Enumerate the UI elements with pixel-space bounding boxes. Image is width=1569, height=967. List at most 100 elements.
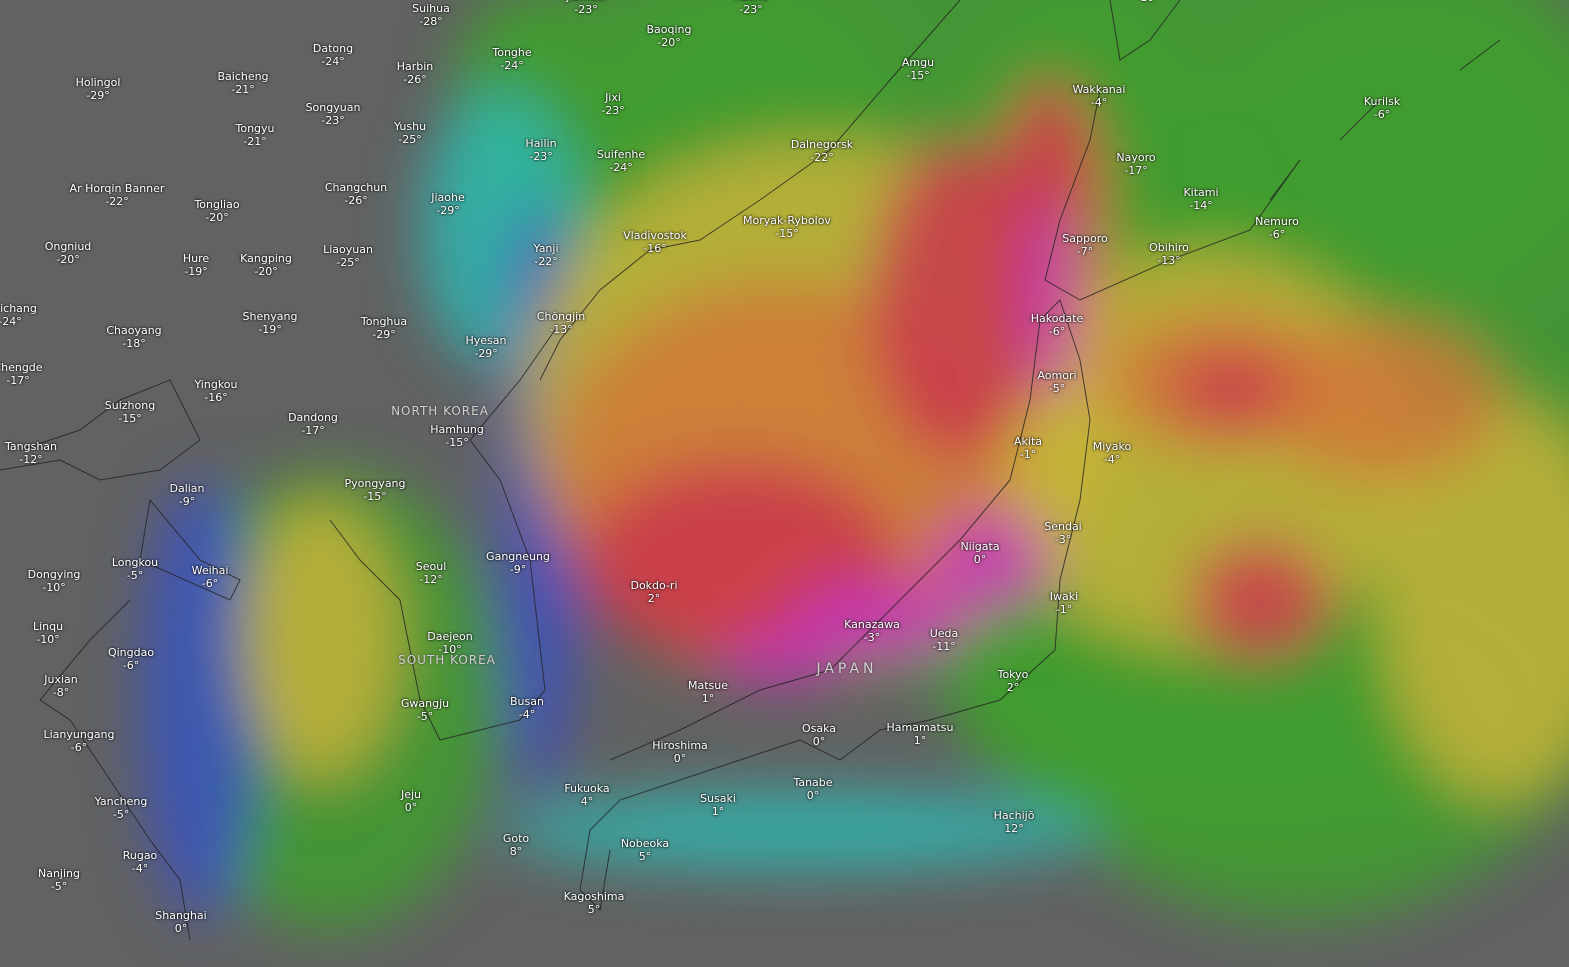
city-label[interactable]: Goto 8° <box>503 832 529 858</box>
city-label[interactable]: Shenyang -19° <box>243 310 298 336</box>
city-label[interactable]: Akita -1° <box>1014 435 1042 461</box>
city-name: Kagoshima <box>563 890 625 904</box>
city-label[interactable]: Obihiro -13° <box>1149 241 1189 267</box>
city-label[interactable]: Baicheng -21° <box>217 70 268 96</box>
city-label[interactable]: Hamhung -15° <box>430 423 484 449</box>
city-label[interactable]: Chengde-17° <box>0 361 43 387</box>
city-label[interactable]: Dalian -9° <box>169 482 204 508</box>
city-label[interactable]: Jiaohe -29° <box>431 191 465 217</box>
city-label[interactable]: Juxian -8° <box>44 673 78 699</box>
city-temperature: -17° <box>301 424 325 438</box>
city-label[interactable]: Tonghe -24° <box>492 46 531 72</box>
city-label[interactable]: Busan -4° <box>510 695 544 721</box>
city-label[interactable]: Tangshan -12° <box>5 440 57 466</box>
city-label[interactable]: Ueda -11° <box>930 627 959 653</box>
city-label[interactable]: Pyongyang -15° <box>344 477 405 503</box>
city-label[interactable]: Raohe-23° <box>734 0 769 16</box>
city-label[interactable]: Weichang-24° <box>0 302 37 328</box>
city-label[interactable]: Dalnegorsk -22° <box>791 138 853 164</box>
city-label[interactable]: Jeju 0° <box>401 788 421 814</box>
city-name: Aomori <box>1037 369 1077 383</box>
city-label[interactable]: Dandong -17° <box>288 411 338 437</box>
city-label[interactable]: Seoul -12° <box>416 560 447 586</box>
city-label[interactable]: Tongliao -20° <box>194 198 239 224</box>
city-label[interactable]: Weihai -6° <box>192 564 229 590</box>
city-label[interactable]: Sendai -3° <box>1044 520 1082 546</box>
city-label[interactable]: Osaka 0° <box>802 722 836 748</box>
city-name: Datong <box>312 42 354 56</box>
city-name: Wakkanai <box>1072 83 1126 97</box>
city-label[interactable]: Baoqing -20° <box>646 23 691 49</box>
city-label[interactable]: Ar Horqin Banner -22° <box>70 182 165 208</box>
city-label[interactable]: Gwangju -5° <box>401 697 449 723</box>
city-label[interactable]: Yushu -25° <box>394 120 426 146</box>
city-label[interactable]: Kitami -14° <box>1183 186 1218 212</box>
city-label[interactable]: Lianyungang -6° <box>43 728 114 754</box>
city-label[interactable]: Susaki 1° <box>700 792 736 818</box>
city-label[interactable]: Gangneung -9° <box>486 550 550 576</box>
city-label[interactable]: Amgu -15° <box>902 56 934 82</box>
city-name: Susaki <box>700 792 736 806</box>
city-label[interactable]: Daejeon -10° <box>427 630 473 656</box>
city-label[interactable]: Chaoyang -18° <box>106 324 161 350</box>
city-label[interactable]: Moryak-Rybolov -15° <box>743 214 831 240</box>
city-label[interactable]: Tonghua -29° <box>361 315 407 341</box>
city-label[interactable]: Dongying -10° <box>28 568 81 594</box>
city-label[interactable]: Hyesan -29° <box>466 334 507 360</box>
city-label[interactable]: Shanghai 0° <box>155 909 206 935</box>
city-label[interactable]: Nobeoka 5° <box>621 837 669 863</box>
city-label[interactable]: Wakkanai -4° <box>1073 83 1126 109</box>
city-label[interactable]: Kurilsk -6° <box>1364 95 1400 121</box>
city-label[interactable]: Yancheng -5° <box>95 795 148 821</box>
city-label[interactable]: Vladivostok -16° <box>623 229 687 255</box>
city-label[interactable]: Tongyu -21° <box>235 122 274 148</box>
city-label[interactable]: Chŏngjin -13° <box>537 310 585 336</box>
city-label[interactable]: Nemuro -6° <box>1255 215 1299 241</box>
city-label[interactable]: Rugao -4° <box>123 849 158 875</box>
city-label[interactable]: Datong -24° <box>313 42 353 68</box>
city-label[interactable]: Fukuoka 4° <box>564 782 609 808</box>
city-label[interactable]: Dokdo-ri 2° <box>630 579 677 605</box>
city-label[interactable]: Nanjing -5° <box>38 867 80 893</box>
city-label[interactable]: Suifenhe -24° <box>597 148 645 174</box>
city-temperature: 4° <box>580 795 594 809</box>
city-label[interactable]: Holingol -29° <box>76 76 121 102</box>
city-label[interactable]: Kanazawa -3° <box>844 618 900 644</box>
city-label[interactable]: Nayoro -17° <box>1116 151 1155 177</box>
city-label[interactable]: Iwaki -1° <box>1050 590 1078 616</box>
city-label[interactable]: Aomori -5° <box>1037 369 1076 395</box>
city-label[interactable]: Linqu -10° <box>33 620 63 646</box>
city-label[interactable]: Jiamusi-23° <box>566 0 606 16</box>
city-label[interactable]: Hakodate -6° <box>1031 312 1084 338</box>
city-label[interactable]: Hure -19° <box>183 252 209 278</box>
city-label[interactable]: Hamamatsu 1° <box>887 721 954 747</box>
city-name: Harbin <box>396 60 434 74</box>
city-label[interactable]: -10° <box>1136 0 1159 4</box>
city-label[interactable]: Kangping -20° <box>240 252 292 278</box>
city-label[interactable]: Jixi -23° <box>601 91 624 117</box>
city-label[interactable]: Tokyo 2° <box>998 668 1029 694</box>
city-label[interactable]: Songyuan -23° <box>306 101 361 127</box>
city-label[interactable]: Liaoyuan -25° <box>323 243 373 269</box>
city-label[interactable]: Hiroshima 0° <box>652 739 708 765</box>
city-label[interactable]: Harbin -26° <box>397 60 434 86</box>
city-label[interactable]: Matsue 1° <box>688 679 728 705</box>
city-label[interactable]: Suihua -28° <box>412 2 450 28</box>
city-label[interactable]: Tanabe 0° <box>793 776 832 802</box>
city-name: Hakodate <box>1030 312 1084 326</box>
city-label[interactable]: Niigata 0° <box>960 540 999 566</box>
city-label[interactable]: Longkou -5° <box>112 556 158 582</box>
city-label[interactable]: Suizhong -15° <box>105 399 155 425</box>
city-label[interactable]: Hachijō 12° <box>994 809 1035 835</box>
city-label[interactable]: Yingkou -16° <box>194 378 237 404</box>
city-label[interactable]: Yanji -22° <box>533 242 558 268</box>
city-label[interactable]: Hailin -23° <box>525 137 556 163</box>
city-label[interactable]: Kagoshima 5° <box>564 890 625 916</box>
city-label[interactable]: Miyako -4° <box>1093 440 1132 466</box>
city-label[interactable]: Sapporo -7° <box>1062 232 1107 258</box>
city-temperature: -23° <box>529 150 553 164</box>
city-label[interactable]: Ongniud -20° <box>45 240 92 266</box>
city-label[interactable]: Changchun -26° <box>325 181 387 207</box>
city-label[interactable]: Qingdao -6° <box>108 646 154 672</box>
